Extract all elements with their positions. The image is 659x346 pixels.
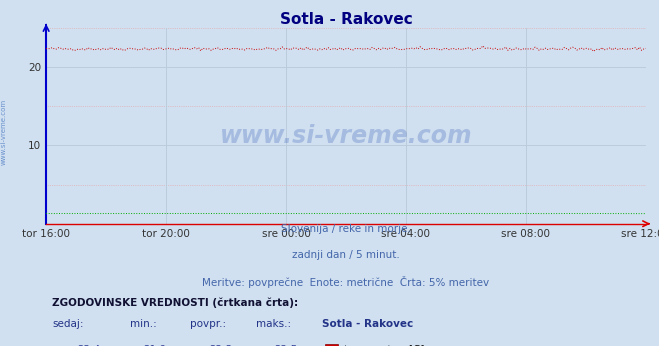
Text: Sotla - Rakovec: Sotla - Rakovec	[322, 319, 413, 329]
Text: zadnji dan / 5 minut.: zadnji dan / 5 minut.	[292, 250, 400, 260]
Text: 22,5: 22,5	[275, 345, 298, 346]
Text: 22,3: 22,3	[209, 345, 232, 346]
Text: min.:: min.:	[130, 319, 157, 329]
Text: www.si-vreme.com: www.si-vreme.com	[0, 98, 7, 165]
Bar	[325, 344, 338, 346]
Text: ZGODOVINSKE VREDNOSTI (črtkana črta):: ZGODOVINSKE VREDNOSTI (črtkana črta):	[52, 298, 299, 308]
Text: www.si-vreme.com: www.si-vreme.com	[219, 124, 473, 147]
Title: Sotla - Rakovec: Sotla - Rakovec	[279, 11, 413, 27]
Text: temperatura[C]: temperatura[C]	[344, 345, 426, 346]
Text: 21,9: 21,9	[143, 345, 166, 346]
Text: povpr.:: povpr.:	[190, 319, 226, 329]
Text: Slovenija / reke in morje.: Slovenija / reke in morje.	[281, 224, 411, 234]
Text: sedaj:: sedaj:	[52, 319, 84, 329]
Text: 22,4: 22,4	[77, 345, 100, 346]
Text: Meritve: povprečne  Enote: metrične  Črta: 5% meritev: Meritve: povprečne Enote: metrične Črta:…	[202, 276, 490, 288]
Text: maks.:: maks.:	[256, 319, 291, 329]
